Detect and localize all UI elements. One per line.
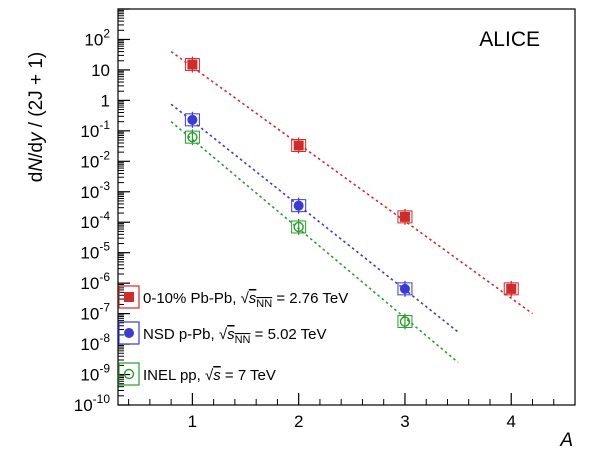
- fit-lines: [170, 50, 533, 364]
- marker-filled-circle: [187, 114, 198, 125]
- marker-square: [187, 59, 198, 70]
- y-tick-label: 10-6: [80, 270, 110, 293]
- y-tick-label: 1: [101, 91, 110, 110]
- x-tick-label: 2: [294, 412, 303, 431]
- marker-open-circle: [123, 368, 135, 380]
- marker-filled-circle: [293, 200, 304, 211]
- y-axis-label: dN/dy / (2J + 1): [26, 52, 47, 182]
- marker-open-circle: [187, 131, 198, 143]
- x-tick-label: 3: [400, 412, 409, 431]
- y-tick-label: 10-5: [80, 240, 110, 263]
- x-axis-label: A: [559, 430, 573, 451]
- y-tick-label: 10: [91, 61, 110, 80]
- fit-line: [170, 50, 533, 315]
- legend-swatch-frame: [118, 285, 140, 309]
- fit-line: [170, 103, 459, 333]
- marker-square: [124, 292, 134, 302]
- marker-square: [506, 283, 517, 294]
- fit-line: [170, 121, 459, 364]
- y-tick-label: 10-10: [74, 392, 111, 415]
- y-tick-label: 10-3: [80, 179, 110, 202]
- y-tick-label: 102: [84, 26, 110, 49]
- x-axis-ticks: 1 2 3 4: [128, 393, 555, 431]
- y-tick-label: 10-1: [80, 118, 110, 141]
- marker-open-circle: [293, 221, 304, 233]
- x-tick-label: 1: [188, 412, 197, 431]
- y-axis-ticks: 10-10 10-9 10-8 10-7 10-6 10-5 10-4 10-3 10-2 10-…: [74, 8, 130, 415]
- y-tick-label: 10-4: [80, 209, 110, 232]
- legend-entry: INEL pp, √s = 7 TeV: [143, 367, 276, 384]
- y-tick-label: 10-8: [80, 331, 110, 354]
- data-points: [184, 56, 519, 330]
- legend: 0-10% Pb-Pb, √sNN = 2.76 TeV NSD p-Pb, √s…: [118, 285, 348, 386]
- y-tick-label: 10-7: [80, 301, 110, 324]
- legend-entry: NSD p-Pb, √sNN = 5.02 TeV: [143, 326, 327, 346]
- y-tick-label: 10-2: [80, 148, 110, 171]
- marker-open-circle: [399, 316, 411, 327]
- marker-square: [399, 211, 410, 222]
- marker-square: [293, 140, 304, 151]
- experiment-label: ALICE: [479, 28, 540, 51]
- y-tick-label: 10-9: [80, 362, 110, 385]
- legend-entry: 0-10% Pb-Pb, √sNN = 2.76 TeV: [143, 290, 348, 310]
- plot-frame: [117, 8, 576, 406]
- legend-swatch-frame: [118, 362, 140, 386]
- x-tick-label: 4: [506, 412, 515, 431]
- marker-filled-circle: [124, 328, 134, 338]
- legend-swatch-frame: [118, 321, 140, 345]
- marker-filled-circle: [399, 283, 410, 294]
